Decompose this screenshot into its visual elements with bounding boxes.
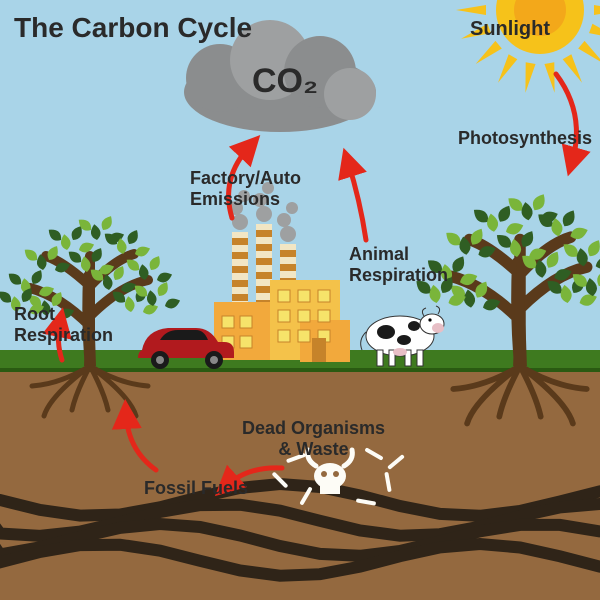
- fossil-fuels-label: Fossil Fuels: [144, 478, 248, 499]
- photosynthesis-label: Photosynthesis: [458, 128, 592, 149]
- page-title: The Carbon Cycle: [14, 12, 252, 44]
- factory-emissions-label: Factory/Auto Emissions: [190, 168, 301, 209]
- root-respiration-label: Root Respiration: [14, 304, 113, 345]
- dead-organisms-label: Dead Organisms & Waste: [242, 418, 385, 459]
- sunlight-label: Sunlight: [470, 18, 550, 41]
- carbon-cycle-diagram: The Carbon Cycle CO₂ Sunlight Photosynth…: [0, 0, 600, 600]
- animal-respiration-label: Animal Respiration: [349, 244, 448, 285]
- co2-label: CO₂: [252, 62, 318, 101]
